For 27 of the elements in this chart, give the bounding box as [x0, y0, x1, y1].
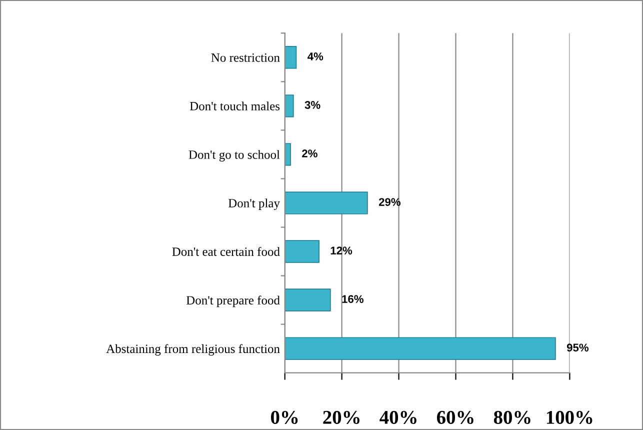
y-tick-label: Don't touch males — [190, 102, 280, 110]
y-tick-label: Abstaining from religious function — [106, 344, 280, 356]
x-tick-label: 0% — [271, 410, 298, 424]
data-label: 2% — [302, 150, 318, 158]
y-tick-label: Don't eat certain food — [172, 247, 280, 256]
data-label: 16% — [342, 295, 364, 303]
x-tick-label: 80% — [494, 410, 530, 424]
x-tick-label: 20% — [323, 410, 360, 424]
y-tick-label: Don't go to school — [188, 150, 280, 162]
y-tick-label: No restriction — [211, 53, 280, 62]
bar — [284, 143, 291, 166]
bar — [284, 46, 297, 69]
bar — [284, 337, 556, 360]
bar — [284, 240, 320, 263]
data-label: 3% — [304, 101, 320, 109]
bar — [284, 192, 368, 214]
bar — [284, 288, 331, 312]
x-tick-label: 60% — [436, 410, 474, 424]
data-label: 29% — [378, 198, 401, 206]
y-tick-label: Don't prepare food — [186, 296, 280, 308]
data-label: 95% — [566, 344, 589, 352]
x-tick-label: 40% — [380, 410, 416, 424]
data-label: 4% — [308, 52, 324, 60]
y-tick-label: Don't play — [228, 198, 280, 210]
data-label: 12% — [330, 246, 352, 254]
bar — [284, 94, 294, 118]
x-tick-label: 100% — [546, 410, 592, 424]
